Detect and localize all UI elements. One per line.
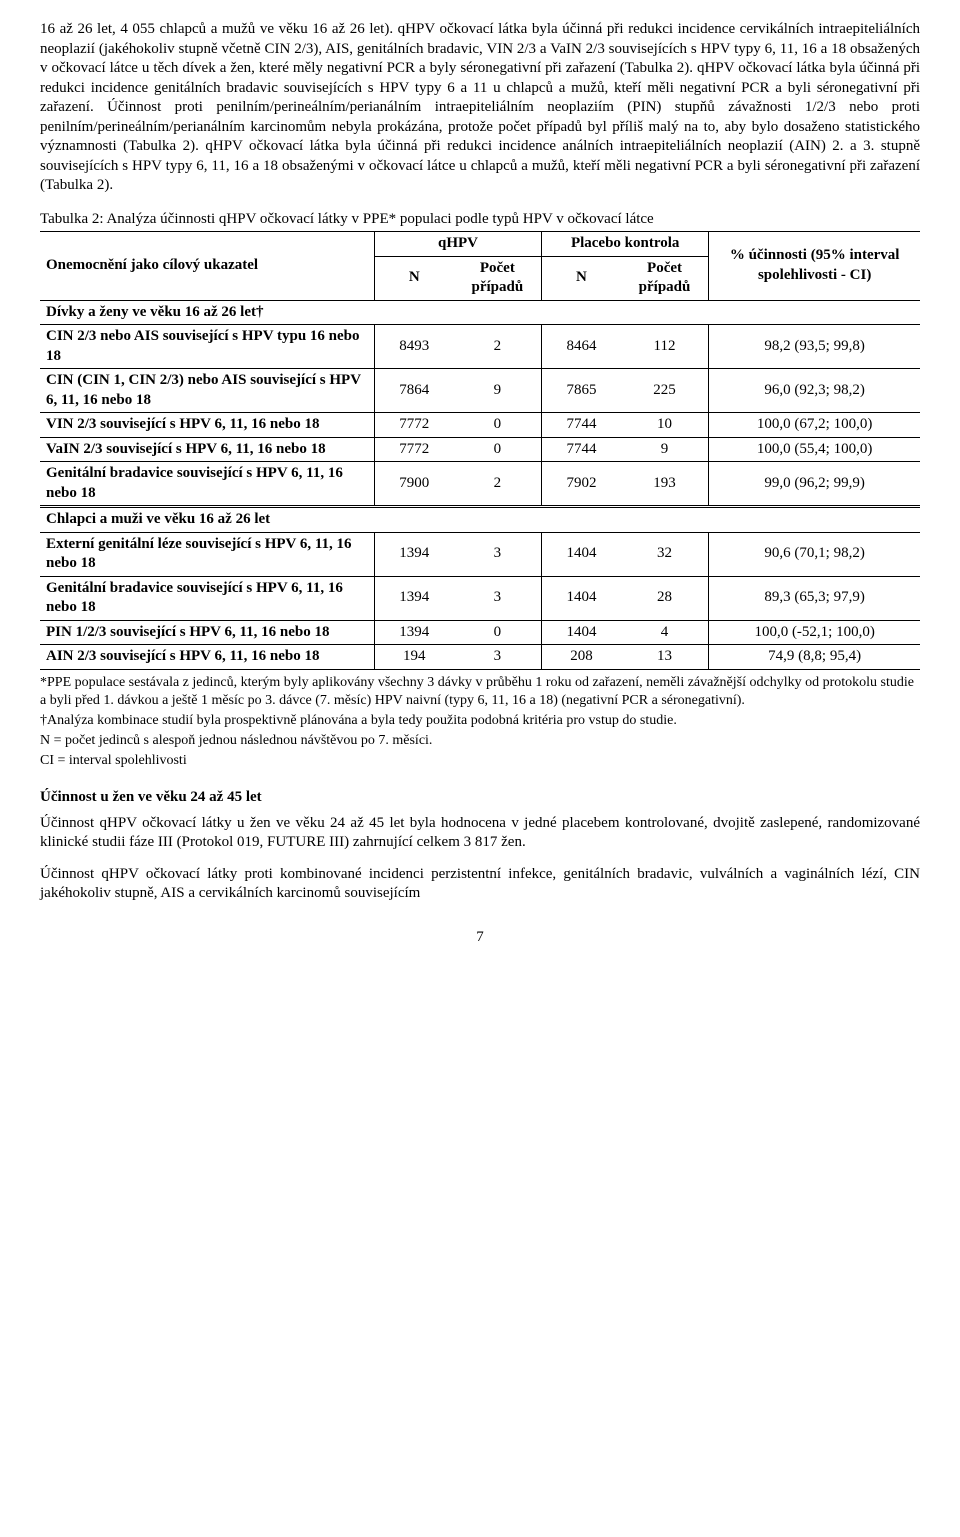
table-row: VIN 2/3 související s HPV 6, 11, 16 nebo… — [40, 413, 920, 438]
cell-label: Externí genitální léze související s HPV… — [40, 532, 374, 576]
table-footnotes: *PPE populace sestávala z jedinců, který… — [40, 674, 920, 771]
cell-n1: 7864 — [374, 369, 453, 413]
table-row: CIN (CIN 1, CIN 2/3) nebo AIS souvisejíc… — [40, 369, 920, 413]
cell-c1: 3 — [454, 532, 542, 576]
cell-n2: 7902 — [542, 462, 621, 507]
cell-n1: 7772 — [374, 413, 453, 438]
cell-c1: 2 — [454, 325, 542, 369]
cell-n1: 1394 — [374, 576, 453, 620]
cell-n1: 194 — [374, 645, 453, 670]
body-paragraph-1: 16 až 26 let, 4 055 chlapců a mužů ve vě… — [40, 20, 920, 196]
cell-c1: 0 — [454, 620, 542, 645]
body-paragraph-3: Účinnost qHPV očkovací látky proti kombi… — [40, 865, 920, 904]
cell-label: CIN 2/3 nebo AIS související s HPV typu … — [40, 325, 374, 369]
cell-label: AIN 2/3 související s HPV 6, 11, 16 nebo… — [40, 645, 374, 670]
cell-eff: 99,0 (96,2; 99,9) — [709, 462, 920, 507]
cell-c1: 3 — [454, 576, 542, 620]
section-males: Chlapci a muži ve věku 16 až 26 let — [40, 507, 920, 533]
table-row: PIN 1/2/3 související s HPV 6, 11, 16 ne… — [40, 620, 920, 645]
cell-n1: 1394 — [374, 620, 453, 645]
header-qhpv: qHPV — [374, 232, 541, 257]
cell-n2: 8464 — [542, 325, 621, 369]
cell-eff: 74,9 (8,8; 95,4) — [709, 645, 920, 670]
cell-c1: 9 — [454, 369, 542, 413]
cell-c2: 13 — [621, 645, 709, 670]
cell-c1: 0 — [454, 413, 542, 438]
cell-n2: 1404 — [542, 620, 621, 645]
cell-eff: 100,0 (55,4; 100,0) — [709, 437, 920, 462]
cell-c2: 9 — [621, 437, 709, 462]
cell-c1: 0 — [454, 437, 542, 462]
efficacy-table: Onemocnění jako cílový ukazatel qHPV Pla… — [40, 231, 920, 670]
table-row: Genitální bradavice související s HPV 6,… — [40, 576, 920, 620]
page-number: 7 — [40, 928, 920, 948]
table-row: Externí genitální léze související s HPV… — [40, 532, 920, 576]
cell-label: PIN 1/2/3 související s HPV 6, 11, 16 ne… — [40, 620, 374, 645]
cell-c2: 112 — [621, 325, 709, 369]
cell-n1: 1394 — [374, 532, 453, 576]
cell-n2: 1404 — [542, 576, 621, 620]
section-heading-24-45: Účinnost u žen ve věku 24 až 45 let — [40, 788, 920, 808]
table-row: VaIN 2/3 související s HPV 6, 11, 16 neb… — [40, 437, 920, 462]
cell-c1: 2 — [454, 462, 542, 507]
footnote-analysis: †Analýza kombinace studií byla prospekti… — [40, 712, 920, 730]
cell-c1: 3 — [454, 645, 542, 670]
cell-label: VaIN 2/3 související s HPV 6, 11, 16 neb… — [40, 437, 374, 462]
cell-eff: 100,0 (-52,1; 100,0) — [709, 620, 920, 645]
cell-c2: 10 — [621, 413, 709, 438]
body-paragraph-2: Účinnost qHPV očkovací látky u žen ve vě… — [40, 814, 920, 853]
cell-c2: 225 — [621, 369, 709, 413]
table-row: CIN 2/3 nebo AIS související s HPV typu … — [40, 325, 920, 369]
cell-c2: 4 — [621, 620, 709, 645]
cell-label: VIN 2/3 související s HPV 6, 11, 16 nebo… — [40, 413, 374, 438]
cell-n2: 7744 — [542, 437, 621, 462]
footnote-ci: CI = interval spolehlivosti — [40, 752, 920, 770]
cell-n1: 7772 — [374, 437, 453, 462]
cell-n1: 8493 — [374, 325, 453, 369]
footnote-ppe: *PPE populace sestávala z jedinců, který… — [40, 674, 920, 710]
table-row: AIN 2/3 související s HPV 6, 11, 16 nebo… — [40, 645, 920, 670]
section-females: Dívky a ženy ve věku 16 až 26 let† — [40, 300, 920, 325]
cell-eff: 90,6 (70,1; 98,2) — [709, 532, 920, 576]
cell-eff: 89,3 (65,3; 97,9) — [709, 576, 920, 620]
cell-n2: 7744 — [542, 413, 621, 438]
footnote-n: N = počet jedinců s alespoň jednou násle… — [40, 732, 920, 750]
cell-c2: 28 — [621, 576, 709, 620]
header-cases1: Počet případů — [454, 256, 542, 300]
table-row: Genitální bradavice související s HPV 6,… — [40, 462, 920, 507]
table-caption: Tabulka 2: Analýza účinnosti qHPV očkova… — [40, 210, 920, 230]
cell-eff: 96,0 (92,3; 98,2) — [709, 369, 920, 413]
header-placebo: Placebo kontrola — [542, 232, 709, 257]
header-n2: N — [542, 256, 621, 300]
cell-n1: 7900 — [374, 462, 453, 507]
cell-n2: 1404 — [542, 532, 621, 576]
cell-label: Genitální bradavice související s HPV 6,… — [40, 576, 374, 620]
header-cases2: Počet případů — [621, 256, 709, 300]
cell-label: CIN (CIN 1, CIN 2/3) nebo AIS souvisejíc… — [40, 369, 374, 413]
cell-label: Genitální bradavice související s HPV 6,… — [40, 462, 374, 507]
cell-eff: 100,0 (67,2; 100,0) — [709, 413, 920, 438]
cell-c2: 32 — [621, 532, 709, 576]
cell-eff: 98,2 (93,5; 99,8) — [709, 325, 920, 369]
cell-c2: 193 — [621, 462, 709, 507]
header-endpoint: Onemocnění jako cílový ukazatel — [40, 232, 374, 301]
cell-n2: 7865 — [542, 369, 621, 413]
cell-n2: 208 — [542, 645, 621, 670]
header-n1: N — [374, 256, 453, 300]
header-efficacy: % účinnosti (95% interval spolehlivosti … — [709, 232, 920, 301]
